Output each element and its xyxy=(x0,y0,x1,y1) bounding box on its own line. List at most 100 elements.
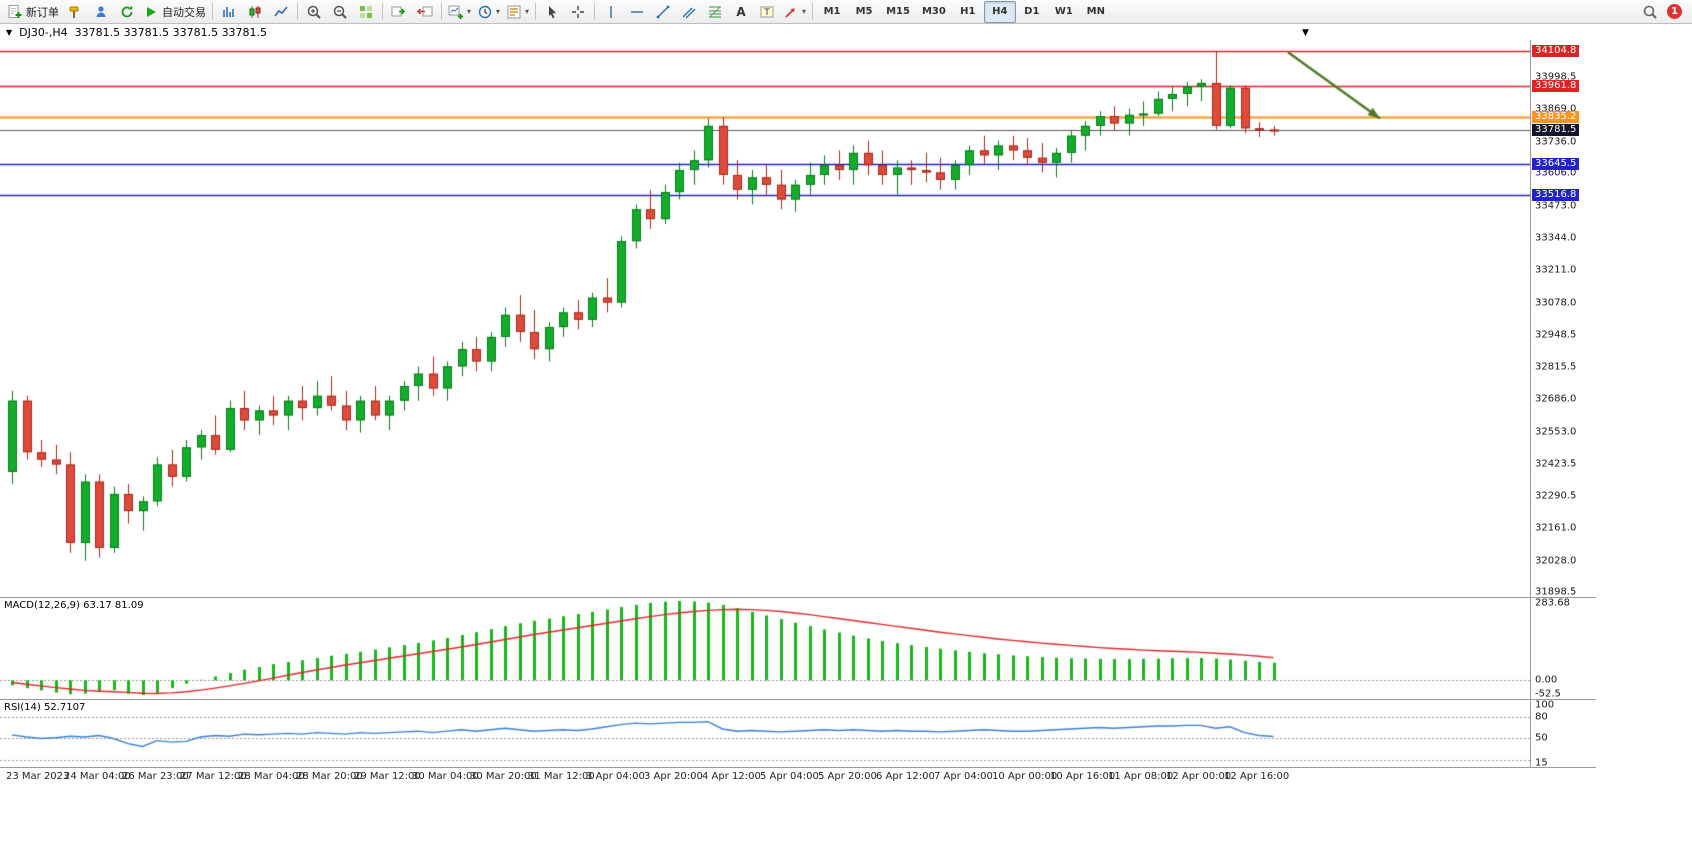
candlestick-chart-button[interactable] xyxy=(242,1,268,23)
zoom-out-button[interactable] xyxy=(327,1,353,23)
timeframe-m1-button[interactable]: M1 xyxy=(823,6,841,17)
time-tick: 12 Apr 00:00 xyxy=(1166,771,1232,782)
price-tick: 32028.0 xyxy=(1535,555,1577,567)
grid-icon xyxy=(358,4,374,20)
new-order-icon xyxy=(7,4,23,20)
text-label-button[interactable]: T xyxy=(754,1,780,23)
toolbar-separator xyxy=(594,3,596,20)
time-tick: 23 Mar 2023 xyxy=(6,771,70,782)
price-tick: 32423.5 xyxy=(1535,458,1577,470)
notification-badge[interactable]: 1 xyxy=(1667,4,1682,19)
timeframe-w1-button[interactable]: W1 xyxy=(1054,6,1073,17)
candles-icon xyxy=(247,4,263,20)
refresh-icon xyxy=(119,4,135,20)
hammer-icon xyxy=(67,4,83,20)
time-tick: 28 Mar 04:00 xyxy=(238,771,305,782)
periods-button[interactable]: ▾ xyxy=(474,1,503,23)
chevron-down-icon: ▾ xyxy=(467,6,472,16)
panel-separator[interactable] xyxy=(0,699,1596,700)
chevron-down-icon: ▾ xyxy=(525,6,530,16)
line-icon xyxy=(273,4,289,20)
auto-scroll-button[interactable] xyxy=(386,1,412,23)
price-level-badge: 34104.8 xyxy=(1532,45,1580,58)
person-icon xyxy=(93,4,109,20)
profile-button[interactable] xyxy=(88,1,114,23)
chart-shift-marker-icon[interactable]: ▼ xyxy=(1302,28,1309,38)
main-chart-canvas[interactable] xyxy=(0,40,1530,597)
price-tick: 32553.0 xyxy=(1535,426,1577,438)
collapse-triangle-icon[interactable]: ▼ xyxy=(6,27,13,37)
price-axis[interactable]: 33998.5 33869.0 33736.0 33606.0 33473.0 33344… xyxy=(1532,40,1594,598)
price-tick: 33606.0 xyxy=(1535,167,1577,179)
chart-shift-icon xyxy=(417,4,433,20)
hline-icon xyxy=(629,4,645,20)
timeframe-m30-button[interactable]: M30 xyxy=(921,6,946,17)
time-tick: 10 Apr 00:00 xyxy=(992,771,1058,782)
time-tick: 12 Apr 16:00 xyxy=(1224,771,1290,782)
fibonacci-button[interactable] xyxy=(702,1,728,23)
timeframe-m5-button[interactable]: M5 xyxy=(855,6,873,17)
crosshair-button[interactable] xyxy=(565,1,591,23)
toolbar-separator xyxy=(382,3,383,20)
timeframe-m15-button[interactable]: M15 xyxy=(886,6,910,17)
expert-advisors-button[interactable] xyxy=(62,1,88,23)
svg-text:A: A xyxy=(736,5,746,19)
toolbar-separator xyxy=(212,3,213,20)
indicators-button[interactable]: ▾ xyxy=(445,1,474,23)
horizontal-line-button[interactable] xyxy=(624,1,650,23)
timeframe-d1-button[interactable]: D1 xyxy=(1024,6,1040,17)
timeframe-h1-button[interactable]: H1 xyxy=(960,6,976,17)
panel-separator[interactable] xyxy=(0,597,1596,598)
refresh-button[interactable] xyxy=(114,1,140,23)
price-tick: 32815.5 xyxy=(1535,361,1577,373)
text-button[interactable]: A xyxy=(728,1,754,23)
macd-tick: 0.00 xyxy=(1535,674,1558,686)
chevron-down-icon: ▾ xyxy=(802,6,807,16)
crosshair-icon xyxy=(570,4,586,20)
time-tick: 11 Apr 08:00 xyxy=(1108,771,1174,782)
rsi-canvas[interactable] xyxy=(0,700,1530,767)
price-tick: 32290.5 xyxy=(1535,490,1577,502)
time-tick: 3 Apr 04:00 xyxy=(586,771,645,782)
toolbar-separator xyxy=(812,3,814,20)
time-tick: 3 Apr 20:00 xyxy=(644,771,703,782)
time-tick: 10 Apr 16:00 xyxy=(1050,771,1116,782)
macd-canvas[interactable] xyxy=(0,598,1530,699)
macd-label: MACD(12,26,9) 63.17 81.09 xyxy=(4,600,144,611)
autotrading-button[interactable]: 自动交易 xyxy=(140,1,209,23)
timeframe-h4-button[interactable]: H4 xyxy=(983,0,1016,23)
trendline-button[interactable] xyxy=(650,1,676,23)
vertical-line-button[interactable] xyxy=(598,1,624,23)
zoom-in-button[interactable] xyxy=(301,1,327,23)
time-tick: 5 Apr 20:00 xyxy=(818,771,877,782)
new-order-button-label: 新订单 xyxy=(26,5,59,19)
rsi-tick: 15 xyxy=(1535,757,1548,769)
channel-button[interactable] xyxy=(676,1,702,23)
text-a-icon: A xyxy=(733,4,749,20)
time-axis[interactable]: 23 Mar 2023 24 Mar 04:00 26 Mar 23:00 27 Ma… xyxy=(0,768,1530,788)
templates-button[interactable]: ▾ xyxy=(503,1,532,23)
price-tick: 31898.5 xyxy=(1535,586,1577,598)
tile-windows-button[interactable] xyxy=(353,1,379,23)
line-chart-button[interactable] xyxy=(268,1,294,23)
price-tick: 32948.5 xyxy=(1535,329,1577,341)
auto-scroll-icon xyxy=(391,4,407,20)
clock-icon xyxy=(477,4,493,20)
price-level-badge: 33781.5 xyxy=(1532,124,1580,137)
search-button[interactable] xyxy=(1637,1,1663,23)
zoom-out-icon xyxy=(332,4,348,20)
zoom-in-icon xyxy=(306,4,322,20)
time-tick: 31 Mar 12:00 xyxy=(528,771,595,782)
chart-window: ▼ DJ30-,H4 33781.5 33781.5 33781.5 33781… xyxy=(0,24,1692,847)
rsi-tick: 100 xyxy=(1535,699,1555,711)
template-icon xyxy=(506,4,522,20)
new-order-button[interactable]: 新订单 xyxy=(4,1,62,23)
timeframe-mn-button[interactable]: MN xyxy=(1086,6,1105,17)
bar-chart-button[interactable] xyxy=(216,1,242,23)
arrows-button[interactable]: ▾ xyxy=(780,1,809,23)
cursor-button[interactable] xyxy=(539,1,565,23)
chart-plus-icon xyxy=(448,4,464,20)
chart-shift-button[interactable] xyxy=(412,1,438,23)
panel-separator xyxy=(0,767,1596,768)
price-level-badge: 33645.5 xyxy=(1532,157,1580,170)
